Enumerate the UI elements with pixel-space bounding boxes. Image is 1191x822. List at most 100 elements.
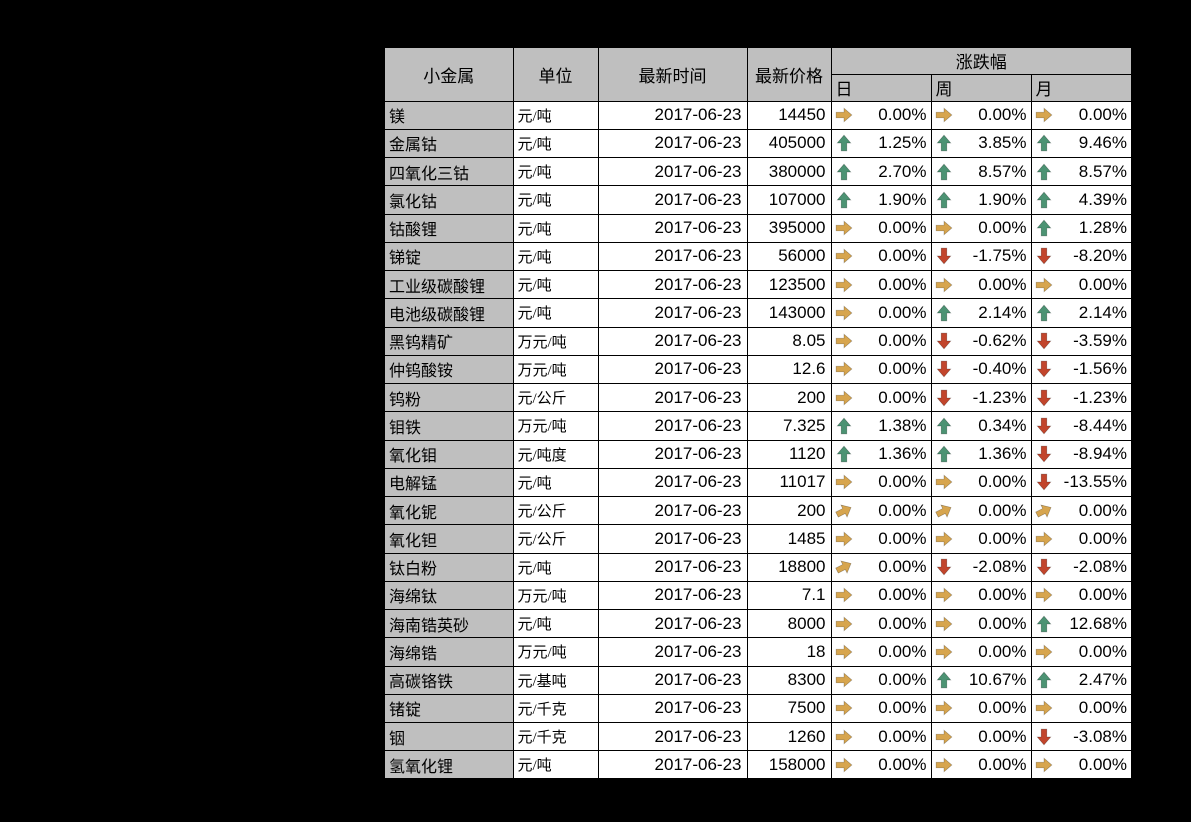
month-change-value: 8.57% (1078, 161, 1127, 181)
month-change-value: 0.00% (1078, 641, 1127, 661)
right-arrow-icon (935, 644, 952, 660)
time-cell: 2017-06-23 (597, 128, 748, 159)
time-cell: 2017-06-23 (597, 382, 748, 413)
day-change-cell: 0.00% (830, 524, 932, 554)
time-cell: 2017-06-23 (597, 495, 748, 526)
table-row: 高碳铬铁 元/基吨 2017-06-23 8300 0.00% 10.67% 2… (383, 665, 1133, 695)
month-change-value: -13.55% (1063, 472, 1127, 492)
table-row: 钛白粉 元/吨 2017-06-23 18800 0.00% -2.08% -2… (383, 552, 1133, 582)
unit-cell: 元/吨 (512, 750, 599, 780)
metal-name-cell: 电解锰 (383, 467, 514, 498)
right-arrow-icon (935, 474, 952, 490)
right-arrow-icon (835, 531, 852, 547)
right-arrow-icon (1035, 531, 1052, 547)
up-arrow-icon (1036, 304, 1051, 322)
month-change-value: -8.94% (1073, 444, 1127, 464)
unit-cell: 元/千克 (512, 693, 599, 724)
up-arrow-icon (836, 163, 851, 180)
day-change-cell: 0.00% (830, 580, 932, 611)
day-change-cell: 0.00% (830, 326, 932, 356)
table-row: 电池级碳酸锂 元/吨 2017-06-23 143000 0.00% 2.14%… (383, 298, 1133, 328)
right-arrow-icon (1035, 757, 1052, 773)
unit-cell: 元/基吨 (512, 665, 599, 695)
right-arrow-icon (1035, 587, 1052, 603)
month-change-cell: 2.14% (1030, 298, 1133, 328)
week-change-value: 0.00% (978, 105, 1027, 125)
week-change-cell: 0.00% (930, 467, 1032, 498)
month-change-value: 0.00% (1078, 585, 1127, 605)
metal-name-cell: 海绵钛 (383, 580, 514, 611)
metal-name-cell: 氧化钼 (383, 439, 514, 469)
month-change-cell: 0.00% (1030, 637, 1133, 667)
day-change-value: 0.00% (878, 698, 927, 718)
metal-name-cell: 钛白粉 (383, 552, 514, 582)
week-change-value: -1.75% (972, 246, 1027, 266)
week-change-cell: 0.00% (930, 721, 1032, 752)
day-change-value: 0.00% (878, 302, 927, 322)
day-change-cell: 0.00% (830, 637, 932, 667)
week-change-value: -0.62% (972, 331, 1027, 351)
week-change-cell: -2.08% (930, 552, 1032, 582)
price-cell: 1485 (746, 524, 832, 554)
right-arrow-icon (935, 757, 952, 773)
day-change-value: 1.90% (878, 189, 927, 209)
time-cell: 2017-06-23 (597, 439, 748, 469)
week-change-cell: 0.00% (930, 495, 1032, 526)
week-change-value: 0.00% (978, 472, 1027, 492)
time-cell: 2017-06-23 (597, 608, 748, 639)
metal-name-cell: 黑钨精矿 (383, 326, 514, 356)
month-change-cell: -8.20% (1030, 241, 1133, 272)
week-change-cell: 0.00% (930, 693, 1032, 724)
month-change-cell: 9.46% (1030, 128, 1133, 159)
week-change-cell: 0.00% (930, 269, 1032, 300)
week-change-value: 2.14% (978, 302, 1027, 322)
day-change-cell: 0.00% (830, 298, 932, 328)
right-arrow-icon (935, 220, 952, 236)
price-cell: 107000 (746, 185, 832, 215)
right-arrow-icon (935, 107, 952, 123)
metal-name-cell: 金属钴 (383, 128, 514, 159)
day-change-cell: 0.00% (830, 693, 932, 724)
price-cell: 158000 (746, 750, 832, 780)
unit-cell: 元/吨 (512, 467, 599, 498)
down-arrow-icon (1036, 445, 1051, 463)
month-change-cell: 0.00% (1030, 495, 1133, 526)
metal-name-cell: 锗锭 (383, 693, 514, 724)
month-change-cell: 0.00% (1030, 693, 1133, 724)
down-arrow-icon (936, 332, 951, 350)
day-change-value: 0.00% (878, 670, 927, 690)
week-change-cell: 3.85% (930, 128, 1032, 159)
metal-name-cell: 氢氧化锂 (383, 750, 514, 780)
week-change-cell: 10.67% (930, 665, 1032, 695)
down-arrow-icon (1036, 728, 1051, 746)
price-cell: 14450 (746, 100, 832, 130)
week-change-cell: 0.00% (930, 750, 1032, 780)
price-cell: 1260 (746, 721, 832, 752)
metal-name-cell: 工业级碳酸锂 (383, 269, 514, 300)
unit-cell: 元/吨 (512, 241, 599, 272)
down-arrow-icon (1036, 417, 1051, 435)
table-row: 海绵钛 万元/吨 2017-06-23 7.1 0.00% 0.00% 0.00… (383, 580, 1133, 611)
day-change-cell: 0.00% (830, 354, 932, 385)
day-change-cell: 1.36% (830, 439, 932, 469)
week-change-value: 0.00% (978, 528, 1027, 548)
up-arrow-icon (936, 417, 951, 435)
right-arrow-icon (835, 587, 852, 603)
week-change-value: 0.00% (978, 641, 1027, 661)
week-change-value: 0.00% (978, 500, 1027, 520)
up-arrow-icon (836, 191, 851, 209)
unit-cell: 元/吨 (512, 100, 599, 130)
week-change-value: 10.67% (968, 670, 1027, 690)
day-change-value: 0.00% (878, 246, 927, 266)
day-change-value: 0.00% (878, 105, 927, 125)
metal-name-cell: 铟 (383, 721, 514, 752)
day-change-value: 0.00% (878, 726, 927, 746)
metal-name-cell: 钼铁 (383, 411, 514, 441)
price-table: 小金属 单位 最新时间 最新价格 涨跌幅 日 周 月 镁 元/吨 2017-06… (383, 46, 1133, 780)
day-change-cell: 1.38% (830, 411, 932, 441)
right-arrow-icon (835, 277, 852, 293)
up-right-arrow-icon (834, 560, 851, 574)
down-arrow-icon (1036, 332, 1051, 350)
metal-name-cell: 仲钨酸铵 (383, 354, 514, 385)
table-row: 海南锆英砂 元/吨 2017-06-23 8000 0.00% 0.00% 12… (383, 608, 1133, 639)
